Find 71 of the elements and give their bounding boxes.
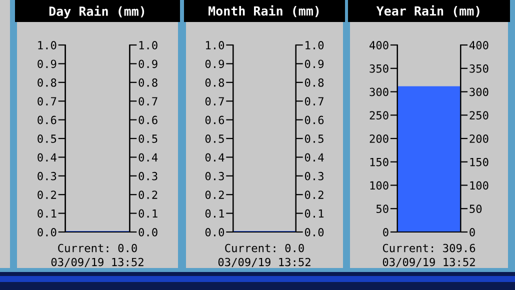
y-tick-label: 0.4	[205, 153, 224, 162]
text: Current: 0.0	[225, 244, 304, 252]
y-tick-label: 0.9	[205, 60, 224, 68]
y2-tick-label: 0.2	[304, 190, 324, 200]
y2-tick-label: 0	[470, 228, 475, 236]
y-tick-label: 0.8	[205, 78, 224, 87]
y2-tick-label: 150	[470, 158, 488, 166]
y2-tick-label: 0.4	[304, 153, 324, 162]
y-tick-label: 0.9	[38, 60, 56, 68]
y2-tick-label: 0.5	[304, 134, 324, 143]
y-tick-label: 0.6	[205, 116, 224, 124]
y2-tick-label: 0.8	[138, 78, 158, 87]
y-tick-label: 150	[370, 158, 388, 166]
y-tick-label: 0.7	[205, 97, 224, 106]
y-tick-label: 50	[376, 204, 388, 214]
y2-tick-label: 0.0	[138, 228, 158, 236]
chart-title: Month Rain (mm)	[208, 5, 319, 18]
y-tick-label: 0.4	[38, 153, 56, 162]
y-tick-label: 0	[383, 228, 388, 236]
y-tick-label: 0.2	[38, 190, 56, 200]
text: 03/09/19 13:52	[218, 258, 310, 268]
y-tick-label: 200	[370, 134, 388, 143]
y2-tick-label: 0.6	[304, 116, 324, 124]
chart-title: Year Rain (mm)	[376, 5, 480, 18]
y-tick-label: 0.1	[38, 209, 56, 218]
y-tick-label: 1.0	[206, 41, 224, 50]
y-tick-label: 0.3	[205, 172, 224, 180]
y2-tick-label: 0.7	[304, 97, 324, 106]
y2-tick-label: 0.6	[138, 116, 158, 124]
y2-tick-label: 0.9	[304, 60, 324, 68]
y2-tick-label: 0.1	[138, 209, 158, 218]
text: Current: 309.6	[382, 244, 476, 252]
y-tick-label: 100	[370, 181, 388, 190]
y2-tick-label: 0.8	[304, 78, 324, 87]
y2-tick-label: 250	[470, 111, 488, 120]
y-tick-label: 0.7	[38, 97, 56, 106]
y-tick-label: 0.5	[38, 134, 56, 143]
text: 03/09/19 13:52	[382, 258, 475, 268]
y2-tick-label: 200	[470, 134, 488, 143]
y2-tick-label: 300	[470, 88, 488, 96]
y-tick-label: 0.3	[38, 172, 56, 180]
y-tick-label: 0.1	[205, 209, 224, 218]
y2-tick-label: 50	[470, 204, 482, 214]
y-tick-label: 300	[370, 88, 388, 96]
y-tick-label: 250	[370, 111, 388, 120]
y2-tick-label: 0.4	[138, 153, 158, 162]
y-tick-label: 0.8	[38, 78, 56, 87]
y-tick-label: 1.0	[38, 41, 56, 50]
y-tick-label: 400	[370, 41, 388, 50]
y2-tick-label: 100	[470, 181, 488, 190]
y2-tick-label: 0.7	[138, 97, 158, 106]
chart-title: Day Rain (mm)	[49, 6, 144, 18]
y-tick-label: 0.2	[205, 190, 224, 200]
y2-tick-label: 0.5	[138, 134, 158, 143]
y-tick-label: 0.0	[205, 228, 224, 236]
text: Current: 0.0	[58, 244, 137, 252]
y2-tick-label: 1.0	[306, 41, 324, 50]
y-tick-label: 0.5	[205, 134, 224, 143]
y2-tick-label: 350	[470, 64, 488, 73]
y2-tick-label: 0.9	[138, 60, 158, 68]
y2-tick-label: 0.3	[138, 172, 158, 180]
y-tick-label: 0.0	[38, 228, 56, 236]
y-tick-label: 0.6	[38, 116, 56, 124]
y2-tick-label: 0.3	[304, 172, 324, 180]
y2-tick-label: 1.0	[139, 41, 158, 50]
text: 03/09/19 13:52	[51, 258, 144, 268]
y2-tick-label: 0.1	[304, 209, 324, 218]
y2-tick-label: 0.0	[304, 228, 324, 236]
y-tick-label: 350	[370, 64, 388, 73]
y2-tick-label: 0.2	[138, 190, 158, 200]
y2-tick-label: 400	[469, 41, 488, 50]
